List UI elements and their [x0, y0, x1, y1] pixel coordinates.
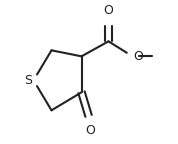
Text: O: O [133, 50, 143, 63]
Text: O: O [104, 4, 113, 17]
Text: S: S [24, 74, 32, 87]
Text: O: O [86, 124, 95, 137]
